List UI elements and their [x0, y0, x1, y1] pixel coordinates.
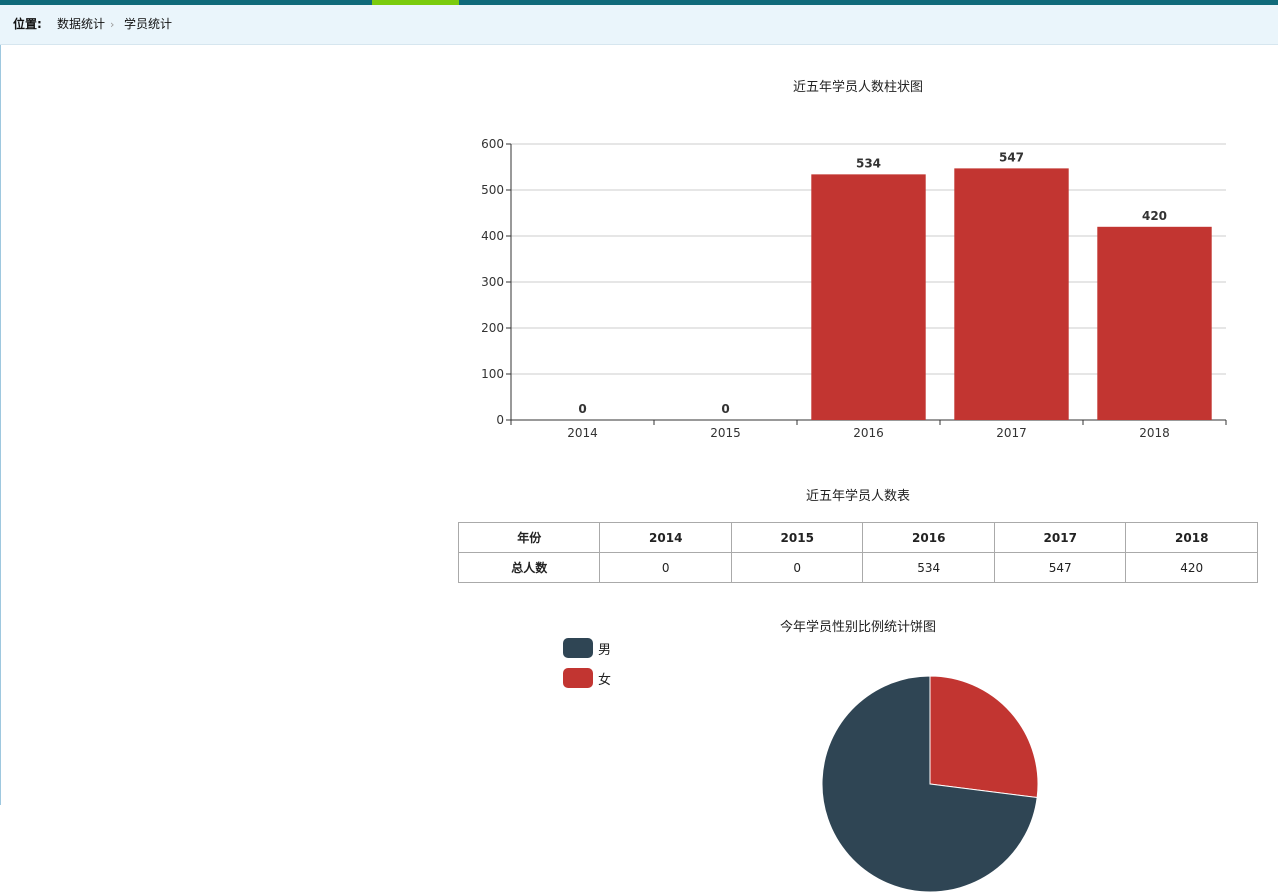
table-cell: 420 [1125, 552, 1258, 583]
table-header-row: 年份 2014 2015 2016 2017 2018 [457, 522, 1258, 553]
x-tick-label: 2016 [853, 426, 884, 440]
bar [954, 168, 1069, 420]
top-bar-accent [372, 0, 459, 5]
bar-chart-title: 近五年学员人数柱状图 [792, 80, 924, 95]
data-label: 0 [578, 402, 586, 416]
left-divider [0, 45, 1, 805]
table-header-year: 2018 [1125, 522, 1258, 553]
pie-chart [821, 675, 1039, 893]
x-tick-label: 2014 [567, 426, 598, 440]
legend-label: 男 [598, 643, 612, 658]
table-cell: 534 [862, 552, 995, 583]
breadcrumb: 位置: 数据统计 › 学员统计 [0, 5, 1278, 45]
table-header-label: 年份 [457, 522, 601, 553]
student-count-table: 年份 2014 2015 2016 2017 2018 总人数 0 0 534 … [457, 522, 1258, 583]
y-tick-label: 500 [481, 183, 504, 197]
bar-chart: 0 100 200 300 400 500 600 0 2014 0 2015 534 2016 547 2… [481, 137, 1227, 440]
legend-label: 女 [598, 673, 612, 688]
top-bar [0, 0, 1278, 5]
data-label: 0 [721, 402, 729, 416]
table-header-year: 2017 [993, 522, 1127, 553]
pie-slice [929, 675, 1039, 799]
table-header-year: 2015 [730, 522, 864, 553]
data-label: 420 [1142, 209, 1167, 223]
chevron-right-icon: › [110, 18, 115, 31]
data-label: 534 [856, 156, 881, 170]
x-tick-label: 2018 [1139, 426, 1170, 440]
y-tick-label: 100 [481, 367, 504, 381]
table-cell: 0 [599, 552, 732, 583]
y-tick-label: 200 [481, 321, 504, 335]
y-tick-label: 400 [481, 229, 504, 243]
bar [1097, 226, 1212, 420]
y-tick-label: 300 [481, 275, 504, 289]
x-tick-label: 2015 [710, 426, 741, 440]
breadcrumb-item-student-statistics: 学员统计 [124, 17, 173, 31]
table-row-label: 总人数 [457, 552, 601, 583]
breadcrumb-lead: 位置: [13, 17, 42, 31]
table-row: 总人数 0 0 534 547 420 [457, 552, 1258, 583]
x-tick-label: 2017 [996, 426, 1027, 440]
pie-slice [821, 675, 1038, 893]
table-header-year: 2014 [599, 522, 732, 553]
table-title: 近五年学员人数表 [805, 489, 911, 504]
table-header-year: 2016 [862, 522, 995, 553]
table-cell: 0 [730, 552, 864, 583]
pie-chart-title: 今年学员性别比例统计饼图 [779, 620, 937, 635]
legend-swatch-icon [563, 668, 593, 688]
bar [811, 174, 926, 420]
legend-swatch-icon [563, 638, 593, 658]
table-cell: 547 [993, 552, 1127, 583]
y-tick-label: 0 [496, 413, 504, 427]
y-tick-label: 600 [481, 137, 504, 151]
data-label: 547 [999, 150, 1024, 164]
breadcrumb-item-data-statistics[interactable]: 数据统计 [57, 17, 106, 31]
